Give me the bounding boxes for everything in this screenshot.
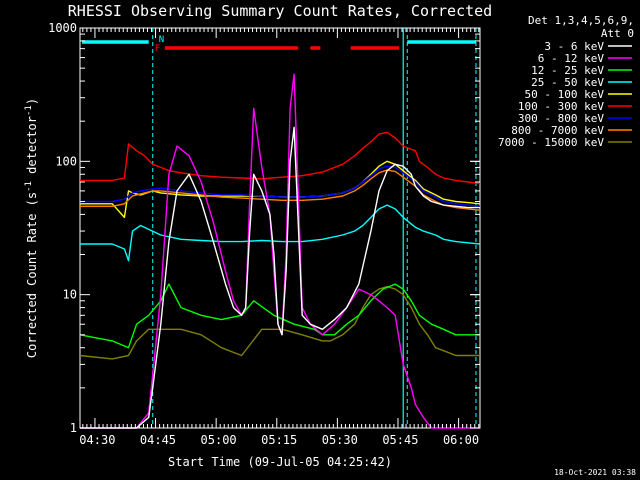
legend-label-1: 6 - 12 keV [538,52,605,65]
timestamp: 18-Oct-2021 03:38 [554,468,636,477]
series-line-7 [80,169,481,211]
legend-label-8: 7000 - 15000 keV [498,136,604,149]
legend-label-6: 300 - 800 keV [518,112,604,125]
x-tick-label: 05:45 [382,433,418,447]
plot-frame [79,27,481,429]
y-tick-label: 100 [55,154,77,168]
x-tick-label: 04:30 [79,433,115,447]
y-label-sup2: -1 [24,105,34,116]
legend-header-1: Det 1,3,4,5,6,9, [528,14,634,27]
x-tick-label: 05:00 [201,433,237,447]
y-tick-label: 10 [63,288,77,302]
flag-n-label: N [159,35,164,45]
y-label-main: Corrected Count Rate (s [25,192,39,358]
x-tick-label: 06:00 [443,433,479,447]
legend-header-2: Att 0 [601,27,634,40]
x-tick-label: 05:30 [322,433,358,447]
x-tick-label: 04:45 [140,433,176,447]
legend-label-2: 12 - 25 keV [531,64,604,77]
series-line-8 [79,285,480,360]
y-axis-label: Corrected Count Rate (s-1 detector-1) [24,98,39,358]
legend-label-3: 25 - 50 keV [531,76,604,89]
series-line-6 [80,165,481,207]
y-label-mid: detector [25,116,39,181]
legend-label-5: 100 - 300 keV [518,100,604,113]
plot-area: NF 1 10 100 1000 04:30 04:45 05:00 05:15 05:30 05… [48,21,481,447]
x-tick-label: 05:15 [261,433,297,447]
legend-label-7: 800 - 7000 keV [511,124,604,137]
series-line-4 [80,160,481,219]
y-tick-label: 1000 [48,21,77,35]
x-axis-label: Start Time (09-Jul-05 04:25:42) [168,455,392,469]
chart-title: RHESSI Observing Summary Count Rates, Co… [68,2,492,20]
y-label-end: ) [25,98,39,105]
flag-f-label: F [155,44,160,54]
series-line-1 [80,73,480,429]
series-line-0 [80,126,480,429]
y-label-sup1: -1 [24,181,34,192]
legend-label-4: 50 - 100 keV [525,88,605,101]
legend-label-0: 3 - 6 keV [544,40,604,53]
axis-layer: 1 10 100 1000 04:30 04:45 05:00 05:15 05:30 05:45… [48,21,480,447]
series-line-5 [80,131,481,185]
series-line-3 [80,204,481,262]
series-layer: NF [79,28,481,429]
y-tick-label: 1 [70,421,77,435]
